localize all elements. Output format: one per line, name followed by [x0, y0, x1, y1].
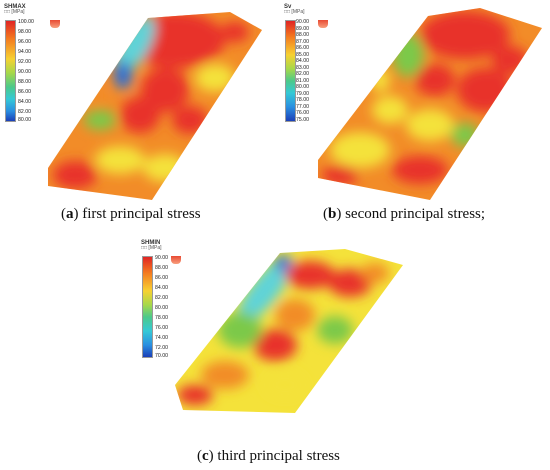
caption-text: second principal stress;: [341, 206, 486, 222]
tick-label: 84.00: [155, 285, 168, 291]
tick-label: 86.00: [155, 275, 168, 281]
tick-label: 85.00: [296, 51, 309, 58]
legend-unit: □□ [MPa]: [284, 9, 305, 15]
color-scale-bar: [285, 20, 296, 122]
tick-label: 86.00: [296, 45, 309, 51]
tick-label: 76.00: [296, 110, 309, 116]
tick-label: 88.00: [296, 32, 309, 38]
legend-cap: [171, 256, 181, 264]
caption-letter: a: [66, 206, 74, 222]
tick-label: 79.00: [296, 90, 309, 97]
tick-label: 82.00: [18, 109, 31, 115]
caption-letter: b: [328, 206, 337, 222]
caption-a: (a) first principal stress: [61, 206, 201, 222]
legend-a: SHMAX □□ [MPa] 100.00 98.00 96.00 94.00 …: [4, 4, 60, 123]
tick-label: 72.00: [155, 345, 168, 351]
tick-label: 90.00: [296, 19, 309, 25]
caption-b: (b) second principal stress;: [323, 206, 486, 222]
tick-label: 88.00: [155, 265, 168, 271]
tick-label: 80.00: [18, 117, 31, 123]
tick-label: 100.00: [18, 19, 34, 25]
caption-letter: c: [202, 448, 209, 464]
tick-label: 80.00: [296, 84, 309, 90]
legend-unit: □□ [MPa]: [4, 9, 25, 15]
tick-label: 75.00: [296, 116, 309, 123]
stress-map-c: [175, 249, 403, 413]
caption-text: third principal stress: [213, 448, 340, 464]
color-scale-bar: [142, 256, 153, 358]
tick-label: 76.00: [155, 325, 168, 331]
stress-map-b: [318, 8, 542, 200]
tick-label: 77.00: [296, 103, 309, 110]
color-scale-bar: [5, 20, 16, 122]
caption-text: first principal stress: [78, 206, 201, 222]
tick-label: 84.00: [296, 58, 309, 64]
tick-label: 88.00: [18, 79, 31, 85]
panel-b: Sv □□ [MPa] 90.00 89.00 88.00 87.00 86.0…: [280, 0, 550, 235]
stress-map-a: [48, 12, 262, 200]
tick-label: 90.00: [155, 255, 168, 261]
tick-label: 78.00: [296, 97, 309, 103]
tick-label: 80.00: [155, 305, 168, 311]
legend-cap: [318, 20, 328, 28]
legend-title: SHMIN: [141, 240, 161, 246]
tick-label: 90.00: [18, 69, 31, 75]
tick-label: 89.00: [296, 25, 309, 32]
legend-unit: □□ [MPa]: [141, 245, 162, 251]
tick-label: 84.00: [18, 99, 31, 105]
tick-label: 82.00: [296, 71, 309, 77]
legend-title: SHMAX: [4, 4, 26, 10]
tick-label: 96.00: [18, 39, 31, 45]
tick-label: 87.00: [296, 38, 309, 45]
legend-b: Sv □□ [MPa] 90.00 89.00 88.00 87.00 86.0…: [284, 4, 328, 122]
tick-label: 98.00: [18, 29, 31, 35]
caption-c: (c) third principal stress: [197, 448, 340, 464]
legend-title: Sv: [284, 4, 292, 10]
tick-label: 86.00: [18, 89, 31, 95]
tick-label: 78.00: [155, 315, 168, 321]
tick-label: 74.00: [155, 335, 168, 341]
legend-c: SHMIN □□ [MPa] 90.00 88.00 86.00 84.00 8…: [141, 240, 181, 359]
tick-label: 82.00: [155, 295, 168, 301]
tick-label: 83.00: [296, 64, 309, 71]
tick-label: 70.00: [155, 353, 168, 359]
legend-cap: [50, 20, 60, 28]
tick-label: 92.00: [18, 59, 31, 65]
panel-a: SHMAX □□ [MPa] 100.00 98.00 96.00 94.00 …: [0, 0, 275, 235]
tick-label: 94.00: [18, 49, 31, 55]
panel-c: SHMIN □□ [MPa] 90.00 88.00 86.00 84.00 8…: [135, 235, 415, 470]
tick-label: 81.00: [296, 77, 309, 84]
